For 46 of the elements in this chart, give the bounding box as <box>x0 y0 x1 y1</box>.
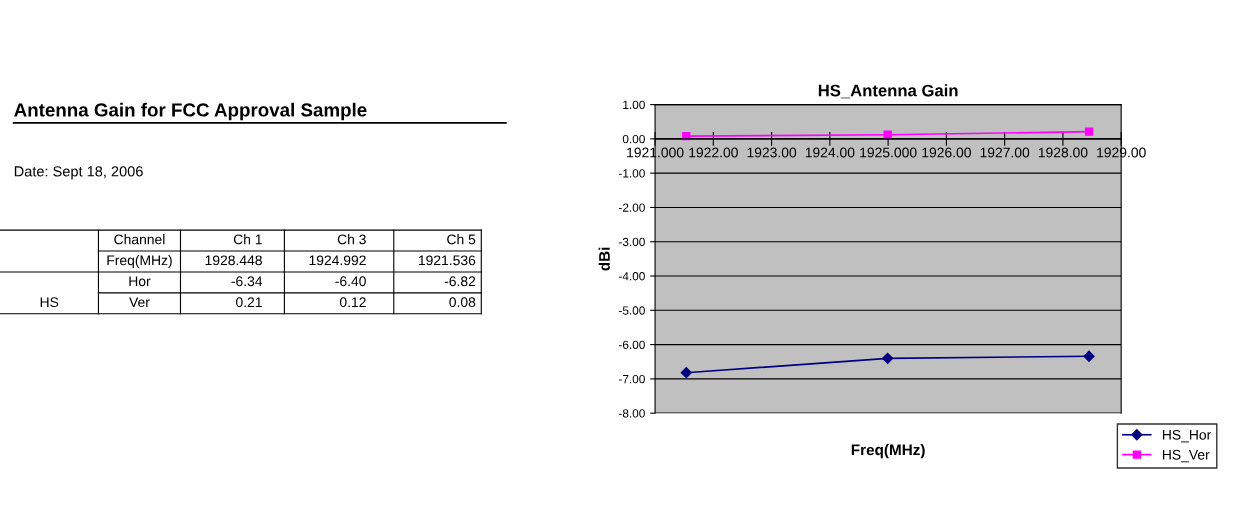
point <box>883 130 892 139</box>
text: 0.21 <box>236 297 262 308</box>
y-tick-label: 1.00 <box>623 100 645 109</box>
text: 0.08 <box>449 297 476 308</box>
x-tick-label: 1925.000 <box>860 147 917 158</box>
text: Antenna Gain for FCC Approval Sample <box>14 102 367 121</box>
x-tick-label: 1922.00 <box>689 147 738 158</box>
y-tick-label: -3.00 <box>618 237 645 247</box>
point <box>1083 350 1095 362</box>
x-tick-label: 1928.00 <box>1038 147 1088 158</box>
y-tick-label: -5.00 <box>618 306 645 315</box>
text: Channel <box>114 234 165 245</box>
point <box>1084 127 1094 136</box>
y-tick-label: -4.00 <box>618 272 645 281</box>
text: Ch 1 <box>233 234 262 245</box>
x-tick-label: 1926.00 <box>922 147 971 158</box>
y-tick-label: 0.00 <box>622 134 645 144</box>
text: 1921.536 <box>418 255 476 266</box>
chart-title: HS_Antenna Gain <box>818 84 958 99</box>
y-tick-label: -7.00 <box>618 374 645 384</box>
text: -6.82 <box>444 276 476 287</box>
y-axis-title: dBi <box>598 247 610 271</box>
y-tick-label: -1.00 <box>618 169 645 178</box>
text: 0.12 <box>339 297 366 308</box>
x-tick-label: 1924.00 <box>805 147 855 158</box>
text: Hor <box>129 276 151 287</box>
point <box>882 352 894 364</box>
y-tick-label: -8.00 <box>618 409 645 418</box>
text: Ch 3 <box>337 234 366 245</box>
text: 1928.448 <box>205 255 262 266</box>
x-axis-title: Freq(MHz) <box>851 444 925 459</box>
text: Freq(MHz) <box>107 255 172 268</box>
text: 1924.992 <box>309 255 366 266</box>
text: HS <box>40 297 59 308</box>
text: Ver <box>129 297 150 308</box>
point <box>680 367 692 379</box>
text: -6.34 <box>231 276 263 287</box>
legend-label: HS_Ver <box>1162 449 1210 463</box>
x-tick-label: 1927.00 <box>980 147 1030 158</box>
y-tick-label: -6.00 <box>618 340 645 349</box>
y-tick-label: -2.00 <box>618 203 645 212</box>
text: Date: Sept 18, 2006 <box>14 166 143 180</box>
x-tick-label: 1923.00 <box>747 147 797 158</box>
legend-label: HS_Hor <box>1162 429 1211 443</box>
text: -6.40 <box>335 276 366 287</box>
text: Ch 5 <box>447 234 476 245</box>
